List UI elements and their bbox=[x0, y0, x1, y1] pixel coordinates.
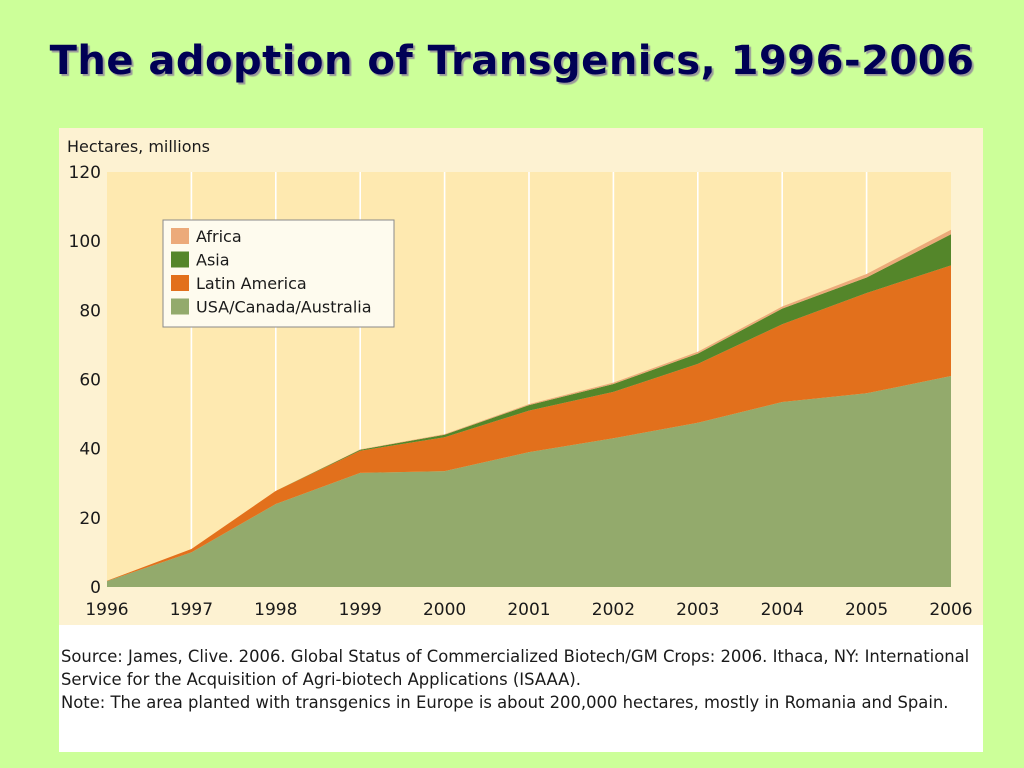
legend-box bbox=[162, 219, 395, 328]
legend-label: Latin America bbox=[196, 274, 307, 293]
legend: Africa Asia Latin America USA/Canada/Austra… bbox=[162, 219, 395, 328]
legend-label: Africa bbox=[196, 227, 242, 246]
x-tick-label: 2001 bbox=[507, 600, 550, 620]
y-axis-label: Hectares, millions bbox=[67, 137, 210, 156]
x-tick-label: 2003 bbox=[676, 600, 719, 620]
x-tick-label: 1999 bbox=[339, 600, 382, 620]
source-panel: Source: James, Clive. 2006. Global Statu… bbox=[59, 625, 983, 752]
source-citation: Source: James, Clive. 2006. Global Statu… bbox=[61, 647, 970, 690]
slide-title: The adoption of Transgenics, 1996-2006 bbox=[49, 38, 975, 84]
legend-label: USA/Canada/Australia bbox=[196, 298, 372, 317]
area-latin-america bbox=[107, 265, 951, 582]
area-asia bbox=[107, 234, 951, 581]
y-tick-label: 100 bbox=[69, 232, 101, 252]
x-tick-label: 2004 bbox=[761, 600, 804, 620]
x-tick-label: 2006 bbox=[929, 600, 972, 620]
chart-figure: 0 20 40 60 80 100 120 1996 1997 1998 1999 2000 2001 2… bbox=[59, 128, 983, 752]
legend-swatch bbox=[171, 228, 189, 244]
source-note: Source: James, Clive. 2006. Global Statu… bbox=[61, 645, 971, 715]
stacked-area-chart: 0 20 40 60 80 100 120 1996 1997 1998 1999 2000 2001 2… bbox=[67, 137, 973, 620]
note-text: Note: The area planted with transgenics … bbox=[61, 693, 949, 713]
legend-label: Asia bbox=[196, 251, 230, 270]
y-tick-label: 80 bbox=[79, 301, 101, 321]
legend-swatch bbox=[171, 275, 189, 291]
x-tick-label: 1998 bbox=[254, 600, 297, 620]
y-tick-label: 0 bbox=[90, 578, 101, 598]
legend-swatch bbox=[171, 251, 189, 268]
x-tick-label: 1996 bbox=[85, 600, 128, 620]
x-tick-label: 2002 bbox=[592, 600, 635, 620]
y-tick-label: 40 bbox=[79, 440, 101, 460]
axes: 0 20 40 60 80 100 120 1996 1997 1998 1999 2000 2001 2… bbox=[69, 163, 973, 620]
legend-swatch bbox=[171, 298, 189, 315]
area-series bbox=[107, 229, 951, 587]
x-tick-label: 2005 bbox=[845, 600, 888, 620]
y-tick-label: 120 bbox=[69, 163, 101, 183]
area-usa-canada-australia bbox=[107, 376, 951, 587]
x-tick-label: 2000 bbox=[423, 600, 466, 620]
y-tick-label: 60 bbox=[79, 371, 101, 391]
x-tick-label: 1997 bbox=[170, 600, 213, 620]
y-tick-label: 20 bbox=[79, 509, 101, 529]
chart-panel: 0 20 40 60 80 100 120 1996 1997 1998 1999 2000 2001 2… bbox=[59, 128, 983, 625]
